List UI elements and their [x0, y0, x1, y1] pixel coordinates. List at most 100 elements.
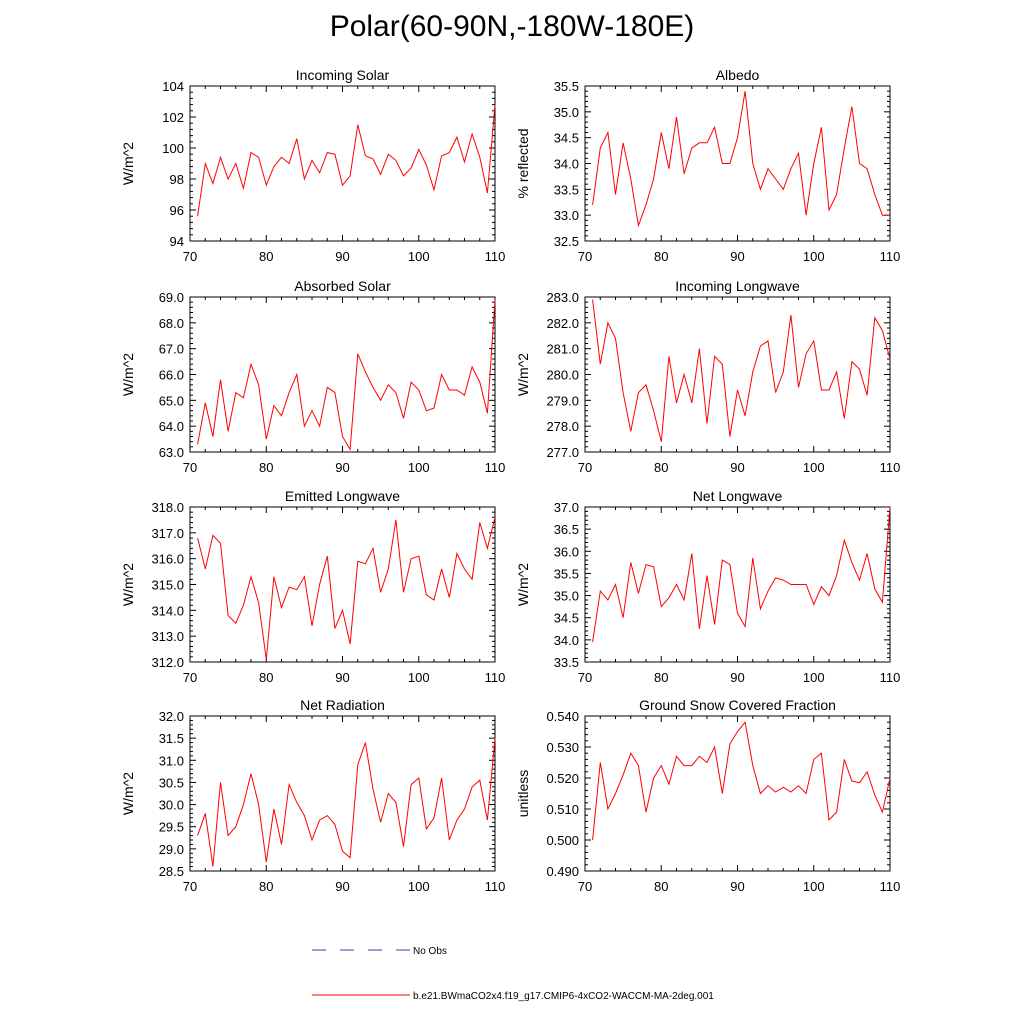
y-tick-label: 318.0 — [151, 500, 184, 515]
series-line — [197, 299, 496, 452]
y-tick-label: 33.0 — [554, 208, 579, 223]
chart-title: Albedo — [716, 67, 760, 83]
x-tick-label: 70 — [578, 460, 592, 475]
plot-frame — [189, 296, 496, 453]
y-tick-label: 30.5 — [159, 775, 184, 790]
y-tick-label: 33.5 — [554, 182, 579, 197]
y-tick-label: 104 — [162, 79, 184, 94]
plot-frame — [189, 506, 496, 663]
legend-obs-label: No Obs — [413, 946, 447, 957]
x-tick-label: 100 — [408, 249, 430, 264]
y-tick-label: 102 — [162, 110, 184, 125]
y-tick-label: 29.0 — [159, 842, 184, 857]
y-tick-label: 316.0 — [151, 552, 184, 567]
y-tick-label: 32.5 — [554, 234, 579, 249]
x-tick-label: 100 — [803, 879, 825, 894]
y-tick-label: 96 — [170, 203, 184, 218]
chart-panel: Albedo % reflected 70 80 90 100 110 32.5 33.0 33.… — [515, 67, 900, 264]
x-tick-label: 90 — [335, 879, 349, 894]
chart-title: Incoming Longwave — [675, 278, 800, 294]
y-tick-label: 30.0 — [159, 798, 184, 813]
chart-title: Net Radiation — [300, 697, 385, 713]
x-tick-label: 70 — [183, 879, 197, 894]
y-tick-label: 34.5 — [554, 611, 579, 626]
y-tick-label: 98 — [170, 172, 184, 187]
x-tick-label: 110 — [485, 249, 506, 264]
y-tick-label: 313.0 — [151, 629, 184, 644]
y-tick-label: 32.0 — [159, 709, 184, 724]
series-line — [592, 299, 891, 442]
y-tick-label: 34.0 — [554, 157, 579, 172]
x-tick-label: 80 — [654, 249, 668, 264]
x-tick-label: 80 — [654, 670, 668, 685]
chart-panel: Net Longwave W/m^2 70 80 90 100 110 33.5 34.0 34.… — [515, 488, 900, 685]
x-tick-label: 70 — [183, 670, 197, 685]
y-tick-label: 36.0 — [554, 544, 579, 559]
y-tick-label: 64.0 — [159, 419, 184, 434]
y-axis-label: W/m^2 — [120, 353, 136, 396]
x-tick-label: 90 — [335, 670, 349, 685]
y-tick-label: 312.0 — [151, 655, 184, 670]
series-line — [592, 506, 891, 643]
chart-title: Net Longwave — [693, 488, 783, 504]
series-line — [592, 721, 891, 841]
x-tick-label: 100 — [408, 879, 430, 894]
y-tick-label: 34.0 — [554, 633, 579, 648]
x-tick-label: 70 — [183, 249, 197, 264]
y-tick-label: 280.0 — [546, 368, 579, 383]
x-tick-label: 70 — [183, 460, 197, 475]
y-tick-label: 33.5 — [554, 655, 579, 670]
y-tick-label: 317.0 — [151, 526, 184, 541]
y-tick-label: 0.490 — [546, 864, 579, 879]
x-tick-label: 110 — [485, 879, 506, 894]
chart-panel: Incoming Longwave W/m^2 70 80 90 100 110 277.0 2… — [515, 278, 900, 475]
y-tick-label: 0.540 — [546, 709, 579, 724]
chart-panel: Net Radiation W/m^2 70 80 90 100 110 28.5 29.0 29… — [120, 697, 505, 894]
x-tick-label: 110 — [880, 460, 901, 475]
x-tick-label: 110 — [880, 249, 901, 264]
y-tick-label: 35.0 — [554, 589, 579, 604]
x-tick-label: 90 — [335, 460, 349, 475]
y-tick-label: 68.0 — [159, 316, 184, 331]
y-axis-label: unitless — [515, 770, 531, 817]
y-tick-label: 0.520 — [546, 771, 579, 786]
y-tick-label: 281.0 — [546, 342, 579, 357]
plot-frame — [584, 506, 891, 663]
chart-panel: Incoming Solar W/m^2 70 80 90 100 110 94 96 98 100… — [120, 67, 505, 264]
x-tick-label: 90 — [730, 460, 744, 475]
y-tick-label: 67.0 — [159, 342, 184, 357]
y-tick-label: 278.0 — [546, 419, 579, 434]
x-tick-label: 100 — [803, 670, 825, 685]
y-tick-label: 37.0 — [554, 500, 579, 515]
y-tick-label: 277.0 — [546, 445, 579, 460]
y-tick-label: 69.0 — [159, 290, 184, 305]
x-tick-label: 80 — [654, 879, 668, 894]
series-line — [197, 738, 496, 867]
y-tick-label: 63.0 — [159, 445, 184, 460]
y-tick-label: 29.5 — [159, 820, 184, 835]
y-tick-label: 94 — [170, 234, 184, 249]
chart-title: Ground Snow Covered Fraction — [639, 697, 836, 713]
chart-title: Absorbed Solar — [294, 278, 391, 294]
y-tick-label: 36.5 — [554, 522, 579, 537]
panels: Incoming Solar W/m^2 70 80 90 100 110 94 96 98 100… — [120, 67, 900, 894]
x-tick-label: 110 — [880, 670, 901, 685]
x-tick-label: 70 — [578, 879, 592, 894]
y-tick-label: 282.0 — [546, 316, 579, 331]
x-tick-label: 80 — [259, 460, 273, 475]
plot-frame — [584, 715, 891, 872]
x-tick-label: 90 — [335, 249, 349, 264]
plot-frame — [189, 715, 496, 872]
x-tick-label: 90 — [730, 879, 744, 894]
y-tick-label: 314.0 — [151, 603, 184, 618]
y-tick-label: 35.0 — [554, 105, 579, 120]
y-tick-label: 31.0 — [159, 753, 184, 768]
y-tick-label: 0.510 — [546, 802, 579, 817]
series-line — [592, 91, 890, 228]
y-tick-label: 66.0 — [159, 368, 184, 383]
x-tick-label: 80 — [259, 879, 273, 894]
y-axis-label: W/m^2 — [120, 563, 136, 606]
x-tick-label: 80 — [259, 249, 273, 264]
y-tick-label: 65.0 — [159, 393, 184, 408]
